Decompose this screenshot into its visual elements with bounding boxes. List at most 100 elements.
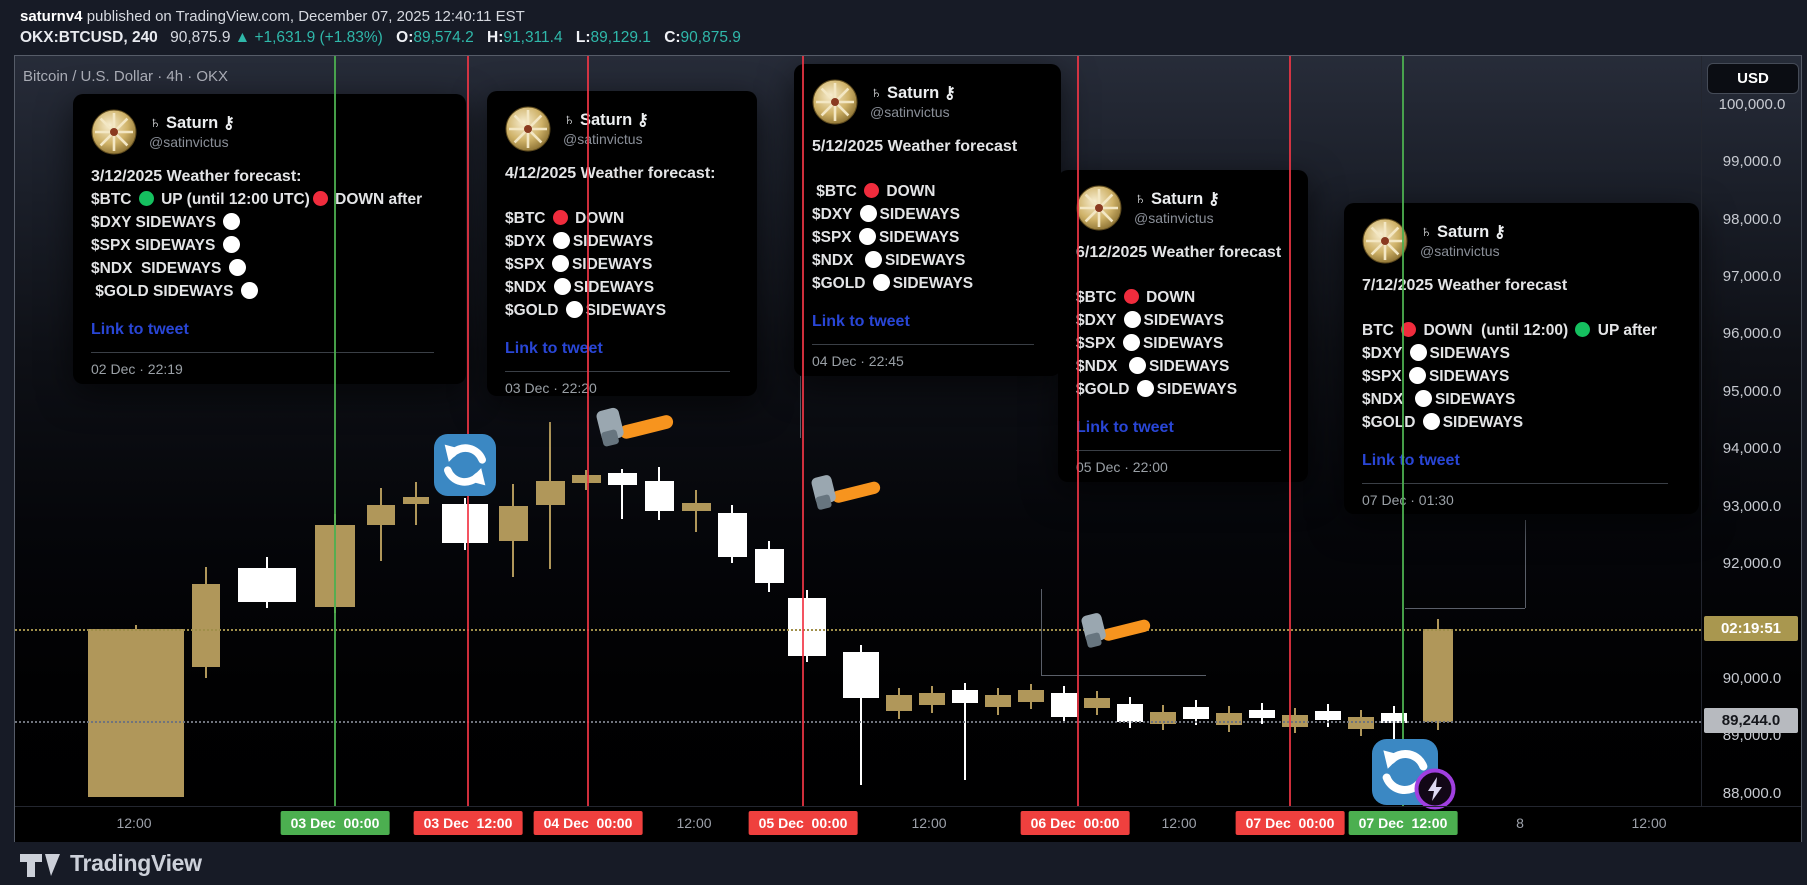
session-line [1289, 56, 1291, 806]
price-scale[interactable]: 100,000.0 99,000.0 98,000.0 97,000.0 96,000.… [1701, 56, 1801, 806]
candlestick [1423, 629, 1453, 722]
saturn-avatar [812, 79, 858, 125]
white-dot-icon [553, 278, 571, 295]
white-dot-icon [551, 255, 569, 272]
tweet-forecast-line: $NDX SIDEWAYS [91, 257, 448, 280]
forecast-text: $NDX [505, 279, 551, 296]
hammer-emoji-icon[interactable] [594, 402, 676, 457]
candlestick [498, 506, 528, 541]
white-dot-icon [565, 301, 583, 318]
link-to-tweet[interactable]: Link to tweet [1076, 419, 1174, 436]
white-dot-icon [858, 228, 876, 245]
tweet-author-handle: @satinvictus [563, 131, 643, 147]
candlestick [717, 513, 747, 557]
white-dot-icon [1408, 367, 1426, 384]
candlestick [985, 695, 1011, 707]
link-to-tweet[interactable]: Link to tweet [91, 321, 189, 338]
candlestick [919, 693, 945, 705]
candlestick [535, 481, 565, 505]
tweet-forecast-line: BTC DOWN (until 12:00) UP after [1362, 319, 1681, 342]
currency-toggle-button[interactable]: USD [1707, 63, 1799, 94]
white-dot-icon [228, 259, 246, 276]
price-scale-label: 95,000.0 [1722, 383, 1782, 400]
symbol-ohlc-row: OKX:BTCUSD, 240 90,875.9 ▲ +1,631.9 (+1.… [20, 29, 741, 47]
bar-countdown-badge: 02:19:51 [1704, 616, 1798, 641]
time-axis-date-badge: 05 Dec 00:00 [748, 811, 858, 835]
tweet-author-block: ♄ Saturn ⚷ @satinvictus [149, 113, 235, 151]
green-dot-icon [1575, 322, 1591, 337]
connector-line [1041, 675, 1206, 676]
white-dot-icon [1414, 390, 1432, 407]
hammer-emoji-icon[interactable] [1079, 608, 1153, 657]
tweet-author-block: ♄ Saturn ⚷ @satinvictus [870, 83, 956, 121]
session-line [587, 56, 589, 806]
candlestick [843, 652, 879, 698]
candlestick [192, 584, 220, 667]
forecast-text: SIDEWAYS [1142, 335, 1224, 352]
tweet-forecast-line: $SPX SIDEWAYS [1076, 332, 1290, 355]
candlestick [403, 497, 429, 504]
tweet-timestamp: 02 Dec · 22:19 [91, 361, 183, 377]
candlestick [88, 629, 184, 797]
forecast-text: SIDEWAYS [879, 206, 960, 223]
session-line [1077, 56, 1079, 806]
tweet-forecast-line: $BTC DOWN [1076, 286, 1290, 309]
candlestick [1249, 710, 1275, 718]
forecast-text: SIDEWAYS [884, 252, 966, 269]
session-line [802, 56, 804, 806]
white-dot-icon [1128, 357, 1146, 374]
tweet-forecast-line: $GOLD SIDEWAYS [812, 272, 1043, 295]
white-dot-icon [1409, 344, 1427, 361]
tweet-forecast-line: $GOLD SIDEWAYS [91, 280, 448, 303]
white-dot-icon [223, 213, 241, 230]
forecast-text: SIDEWAYS [1148, 358, 1230, 375]
link-to-tweet[interactable]: Link to tweet [1362, 452, 1460, 469]
link-to-tweet[interactable]: Link to tweet [505, 340, 603, 357]
tradingview-logo[interactable]: TradingView [18, 849, 202, 877]
price-scale-label: 92,000.0 [1722, 555, 1782, 572]
connector-line [800, 376, 801, 438]
green-dot-icon [138, 191, 154, 206]
price-scale-label: 88,000.0 [1722, 785, 1782, 802]
price-level-badge: 89,244.0 [1704, 708, 1798, 733]
white-dot-icon [1122, 334, 1140, 351]
red-dot-icon [864, 183, 880, 198]
forecast-text: $DXY SIDEWAYS [91, 214, 221, 231]
refresh-emoji-icon[interactable] [434, 434, 496, 496]
tweet-divider [505, 371, 730, 372]
tweet-divider [812, 344, 1034, 345]
link-to-tweet[interactable]: Link to tweet [812, 313, 910, 330]
open-value: 89,574.2 [413, 29, 474, 46]
tweet-author-handle: @satinvictus [149, 134, 229, 150]
tweet-forecast-line: $GOLD SIDEWAYS [1076, 378, 1290, 401]
tweet-author-block: ♄ Saturn ⚷ @satinvictus [1420, 222, 1506, 260]
connector-line [1041, 589, 1042, 675]
hammer-emoji-icon[interactable] [809, 470, 883, 519]
candlestick [754, 549, 784, 583]
forecast-text: DOWN [882, 183, 936, 200]
forecast-text: BTC [1362, 322, 1399, 339]
candlestick [1315, 711, 1341, 720]
white-dot-icon [864, 251, 882, 268]
tweet-card: ♄ Saturn ⚷ @satinvictus 7/12/2025 Weather … [1344, 203, 1699, 514]
white-dot-icon [552, 232, 570, 249]
chart-area[interactable]: Bitcoin / U.S. Dollar · 4h · OKX 100,000… [14, 55, 1802, 843]
open-label: O: [396, 29, 414, 46]
tweet-gap [1076, 264, 1290, 286]
symbol-label: OKX:BTCUSD, 240 [20, 29, 158, 46]
time-axis-label: 12:00 [676, 815, 712, 831]
tweet-gap [1362, 297, 1681, 319]
close-value: 90,875.9 [680, 29, 741, 46]
lightning-badge-icon[interactable] [1413, 767, 1457, 811]
candlestick [238, 568, 296, 602]
tweet-card: ♄ Saturn ⚷ @satinvictus 4/12/2025 Weather … [487, 91, 757, 396]
price-scale-label: 97,000.0 [1722, 268, 1782, 285]
time-axis[interactable]: 12:00 12:00 12:00 12:00 8 12:00 03 Dec 00:00 03… [15, 806, 1801, 842]
tweet-gap [505, 185, 739, 207]
time-axis-date-badge: 04 Dec 00:00 [533, 811, 643, 835]
tweet-forecast-line: $GOLD SIDEWAYS [505, 299, 739, 322]
white-dot-icon [1136, 380, 1154, 397]
candlestick [788, 598, 826, 656]
red-dot-icon [552, 210, 568, 225]
candlestick [681, 503, 711, 511]
